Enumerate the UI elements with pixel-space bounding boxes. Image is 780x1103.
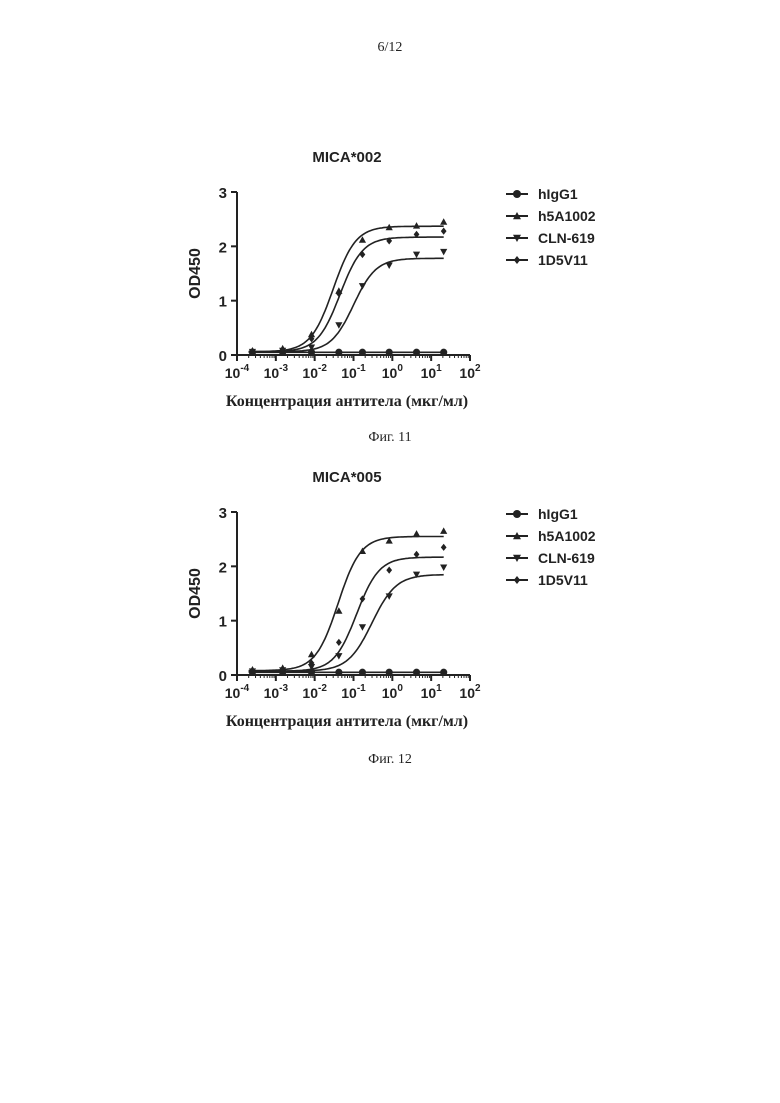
y-tick-label: 0 [219, 668, 227, 685]
x-tick-label: 10-3 [264, 363, 289, 381]
legend-label: 1D5V11 [538, 252, 588, 268]
chart-title: MICA*002 [312, 149, 381, 166]
y-tick-label: 3 [219, 505, 227, 522]
legend-label: CLN-619 [538, 550, 595, 566]
page-number: 6/12 [0, 40, 780, 56]
figure-caption-11: Фиг. 11 [0, 430, 780, 446]
x-tick-label: 10-4 [225, 363, 250, 381]
x-tick-label: 10-3 [264, 683, 289, 701]
data-point [386, 262, 393, 268]
x-tick-label: 100 [382, 683, 404, 701]
legend-label: CLN-619 [538, 230, 595, 246]
data-point [413, 252, 420, 258]
figure-caption-12: Фиг. 12 [0, 752, 780, 768]
data-point [386, 669, 393, 676]
chart-mica-005: MICA*005 0 1 2 3 10-4 10-3 10-2 10-1 100 101 102 Кон… [0, 468, 780, 748]
data-point [335, 669, 342, 676]
x-tick-label: 102 [459, 683, 481, 701]
fit-curve [249, 258, 444, 351]
legend-marker [514, 576, 520, 584]
legend-marker [513, 510, 521, 518]
chart-mica-002: MICA*002 0 1 2 3 10-4 10-3 10-2 10-1 100 101 102 Кон… [0, 148, 780, 428]
x-tick-label: 10-1 [341, 363, 366, 381]
chart-title: MICA*005 [312, 469, 381, 486]
x-tick-label: 10-2 [302, 363, 327, 381]
legend-marker [514, 256, 520, 264]
series-cln-619 [249, 565, 448, 675]
y-tick-label: 3 [219, 185, 227, 202]
data-point [413, 530, 420, 536]
legend-label: 1D5V11 [538, 572, 588, 588]
legend-label: h5A1002 [538, 208, 596, 224]
x-axis-label: Концентрация антитела (мкг/мл) [226, 393, 468, 410]
legend-item: 1D5V11 [506, 252, 588, 268]
data-point [440, 669, 447, 676]
legend-item: h5A1002 [506, 528, 596, 544]
legend-item: CLN-619 [506, 550, 595, 566]
data-point [335, 349, 342, 356]
legend-item: CLN-619 [506, 230, 595, 246]
y-axis-label: OD450 [187, 248, 204, 299]
y-tick-label: 0 [219, 348, 227, 365]
series-h5a1002 [249, 218, 448, 353]
x-tick-label: 100 [382, 363, 404, 381]
series-h5a1002 [249, 527, 448, 672]
legend-label: hIgG1 [538, 506, 578, 522]
legend-item: hIgG1 [506, 506, 578, 522]
legend-label: h5A1002 [538, 528, 596, 544]
y-tick-label: 2 [219, 239, 227, 256]
x-tick-label: 101 [421, 683, 443, 701]
y-axis-label: OD450 [187, 568, 204, 619]
data-point [386, 567, 392, 574]
fit-curve [249, 537, 444, 671]
fit-curve [249, 575, 444, 672]
x-tick-label: 10-4 [225, 683, 250, 701]
data-point [441, 228, 447, 235]
x-tick-label: 102 [459, 363, 481, 381]
data-point [359, 349, 366, 356]
data-point [441, 544, 447, 551]
x-tick-label: 10-2 [302, 683, 327, 701]
y-tick-label: 2 [219, 559, 227, 576]
data-point [336, 639, 342, 646]
data-point [440, 565, 447, 571]
legend: hIgG1 h5A1002 CLN-619 1D5V11 [506, 186, 596, 268]
legend: hIgG1 h5A1002 CLN-619 1D5V11 [506, 506, 596, 588]
series-cln-619 [249, 249, 448, 355]
fit-curve [249, 226, 444, 352]
legend-marker [513, 190, 521, 198]
series-1d5v11 [249, 228, 447, 355]
series-1d5v11 [249, 544, 447, 675]
data-point [413, 349, 420, 356]
data-point [440, 349, 447, 356]
data-point [308, 651, 315, 657]
legend-item: 1D5V11 [506, 572, 588, 588]
x-tick-label: 10-1 [341, 683, 366, 701]
x-tick-label: 101 [421, 363, 443, 381]
data-point [359, 624, 366, 630]
y-tick-label: 1 [219, 294, 227, 311]
data-point [359, 283, 366, 289]
data-point [440, 249, 447, 255]
data-point [440, 527, 447, 533]
y-tick-label: 1 [219, 614, 227, 631]
x-axis-label: Концентрация антитела (мкг/мл) [226, 713, 468, 730]
data-point [386, 349, 393, 356]
data-point [413, 669, 420, 676]
legend-item: hIgG1 [506, 186, 578, 202]
legend-label: hIgG1 [538, 186, 578, 202]
data-point [440, 218, 447, 224]
data-point [413, 222, 420, 228]
legend-item: h5A1002 [506, 208, 596, 224]
data-point [359, 669, 366, 676]
